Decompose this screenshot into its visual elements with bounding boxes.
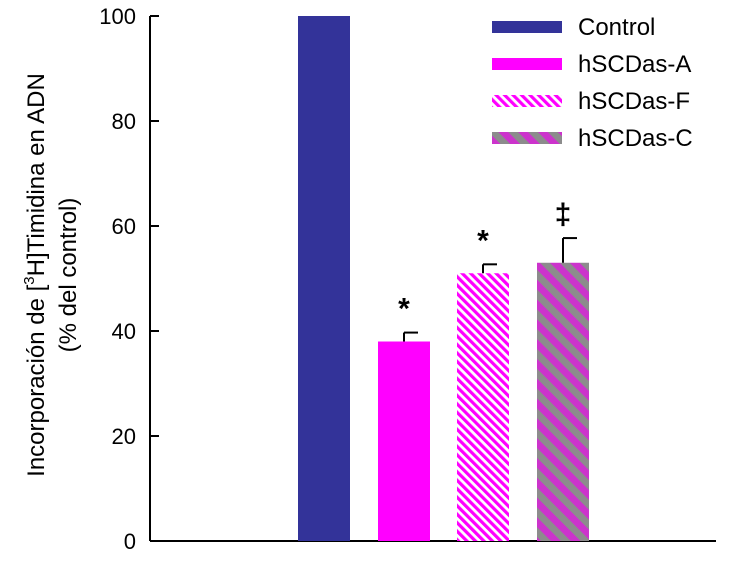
y-axis-title-line2: (% del control) bbox=[55, 198, 82, 353]
y-ticks: 0 20 40 60 80 100 bbox=[99, 4, 159, 554]
significance-hscdas-f: * bbox=[477, 224, 489, 257]
bar-control bbox=[298, 16, 350, 541]
error-bar-hscdas-a bbox=[403, 331, 418, 342]
significance-hscdas-c: ‡ bbox=[555, 198, 572, 231]
error-bar-hscdas-f bbox=[482, 263, 497, 274]
bar-hscdas-c bbox=[537, 262, 589, 541]
legend: Control hSCDas-A hSCDas-F hSCDas-C bbox=[492, 14, 693, 152]
bar-group-hscdas-a: * bbox=[378, 293, 430, 541]
legend-item-hscdas-f: hSCDas-F bbox=[492, 88, 690, 115]
y-tick-60: 60 bbox=[112, 214, 159, 239]
bar-hscdas-a bbox=[378, 341, 430, 541]
y-tick-40: 40 bbox=[112, 319, 159, 344]
y-axis-title-pre: Incorporación de [ bbox=[23, 284, 50, 476]
y-tick-label-40: 40 bbox=[112, 319, 136, 344]
legend-label-hscdas-a: hSCDas-A bbox=[578, 51, 691, 78]
bar-group-control bbox=[298, 16, 350, 541]
bar-group-hscdas-c: ‡ bbox=[537, 198, 589, 541]
legend-item-hscdas-a: hSCDas-A bbox=[492, 51, 691, 78]
bars: * * ‡ bbox=[298, 16, 589, 541]
y-tick-label-20: 20 bbox=[112, 424, 136, 449]
legend-swatch-hscdas-c bbox=[492, 132, 562, 144]
legend-item-hscdas-c: hSCDas-C bbox=[492, 125, 693, 152]
y-tick-label-60: 60 bbox=[112, 214, 136, 239]
error-bar-hscdas-c bbox=[562, 237, 577, 263]
legend-swatch-control bbox=[492, 21, 562, 33]
y-tick-0: 0 bbox=[124, 529, 159, 554]
legend-item-control: Control bbox=[492, 14, 655, 41]
y-tick-label-80: 80 bbox=[112, 109, 136, 134]
y-tick-100: 100 bbox=[99, 4, 159, 29]
legend-swatch-hscdas-f bbox=[492, 95, 562, 107]
legend-label-hscdas-f: hSCDas-F bbox=[578, 88, 690, 115]
y-axis-title-post: H]Timidina en ADN bbox=[23, 73, 50, 276]
bar-hscdas-f bbox=[457, 273, 509, 541]
legend-swatch-hscdas-a bbox=[492, 58, 562, 70]
y-tick-80: 80 bbox=[112, 109, 159, 134]
legend-label-hscdas-c: hSCDas-C bbox=[578, 125, 693, 152]
y-tick-label-100: 100 bbox=[99, 4, 136, 29]
y-axis-title-line1: Incorporación de [3H]Timidina en ADN bbox=[21, 73, 50, 477]
legend-label-control: Control bbox=[578, 14, 655, 41]
y-tick-label-0: 0 bbox=[124, 529, 136, 554]
significance-hscdas-a: * bbox=[398, 293, 410, 326]
y-axis-title-sup: 3 bbox=[21, 276, 38, 284]
y-tick-20: 20 bbox=[112, 424, 159, 449]
bar-group-hscdas-f: * bbox=[457, 224, 509, 541]
